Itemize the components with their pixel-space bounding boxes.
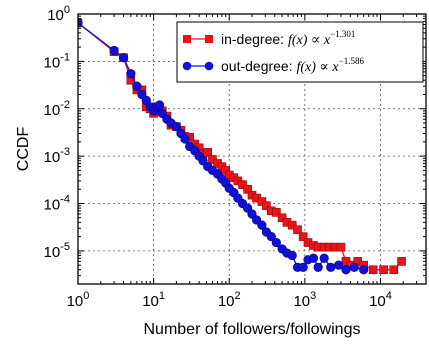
data-point-out-degree [334,260,344,270]
data-point-out-degree [266,232,276,242]
data-point-out-degree [326,262,336,272]
data-point-in-degree [238,180,247,189]
legend-marker-in-degree [183,35,191,43]
data-point-in-degree [389,265,399,275]
data-point-in-degree [293,225,302,234]
data-point-in-degree [287,220,297,230]
x-tick-label: 103 [293,290,316,310]
data-point-out-degree [319,253,329,263]
series-layer [78,18,406,275]
legend-marker-in-degree [205,35,213,43]
data-point-in-degree [336,242,346,252]
data-point-out-degree [180,134,190,144]
y-tick-label: 10-2 [44,99,70,119]
y-tick-label: 10-5 [44,241,70,261]
data-point-in-degree [243,184,252,194]
legend-entry-in-degree: in-degree: f(x) ∝ x−1.301 [183,29,355,48]
x-tick-label: 104 [369,290,392,310]
data-point-out-degree [109,45,119,56]
data-point-in-degree [298,232,308,241]
data-point-out-degree [308,253,319,263]
legend-entry-out-degree: out-degree: f(x) ∝ x−1.586 [182,56,364,75]
data-point-out-degree [359,265,369,275]
data-point-out-degree [271,237,281,248]
series-out-degree [78,18,369,275]
data-point-out-degree [155,100,165,110]
legend: in-degree: f(x) ∝ x−1.301 out-degree: f(x… [176,21,424,83]
legend-marker-out-degree [204,61,214,71]
data-point-out-degree [298,262,308,272]
data-point-out-degree [349,262,359,272]
data-point-out-degree [171,122,181,132]
data-point-in-degree [262,201,271,210]
y-axis-label: CCDF [15,127,32,172]
legend-label-out-degree: out-degree: f(x) ∝ x−1.586 [221,56,364,75]
y-tick-label: 10-4 [44,194,70,214]
data-point-in-degree [379,265,388,275]
x-tick-label: 101 [142,290,165,310]
data-point-out-degree [126,69,136,79]
legend-label-in-degree: in-degree: f(x) ∝ x−1.301 [221,29,355,48]
data-point-out-degree [118,53,129,63]
data-point-out-degree [313,262,323,272]
data-point-out-degree [78,18,83,28]
data-point-in-degree [277,213,287,223]
legend-marker-out-degree [182,61,192,71]
data-point-in-degree [368,265,378,275]
data-point-in-degree [397,257,406,266]
y-tick-label: 100 [47,4,70,24]
data-point-out-degree [257,220,267,230]
data-point-out-degree [341,265,351,275]
x-tick-labels: 100 101 102 103 104 [67,290,392,310]
x-tick-label: 102 [218,290,241,310]
data-point-in-degree [203,148,213,157]
x-axis-label: Number of followers/followings [144,321,361,338]
y-tick-labels: 100 10-1 10-2 10-3 10-4 10-5 [44,4,70,261]
legend-box [176,21,424,83]
y-tick-label: 10-3 [44,146,70,166]
x-tick-label: 100 [67,290,90,310]
data-point-out-degree [287,250,297,261]
y-tick-label: 10-1 [44,51,70,71]
data-point-out-degree [132,81,142,91]
data-point-in-degree [272,208,281,217]
